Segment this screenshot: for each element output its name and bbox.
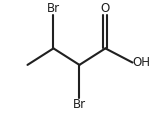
Text: OH: OH [132, 56, 151, 69]
Text: Br: Br [47, 2, 60, 15]
Text: O: O [101, 2, 110, 15]
Text: Br: Br [73, 98, 86, 111]
